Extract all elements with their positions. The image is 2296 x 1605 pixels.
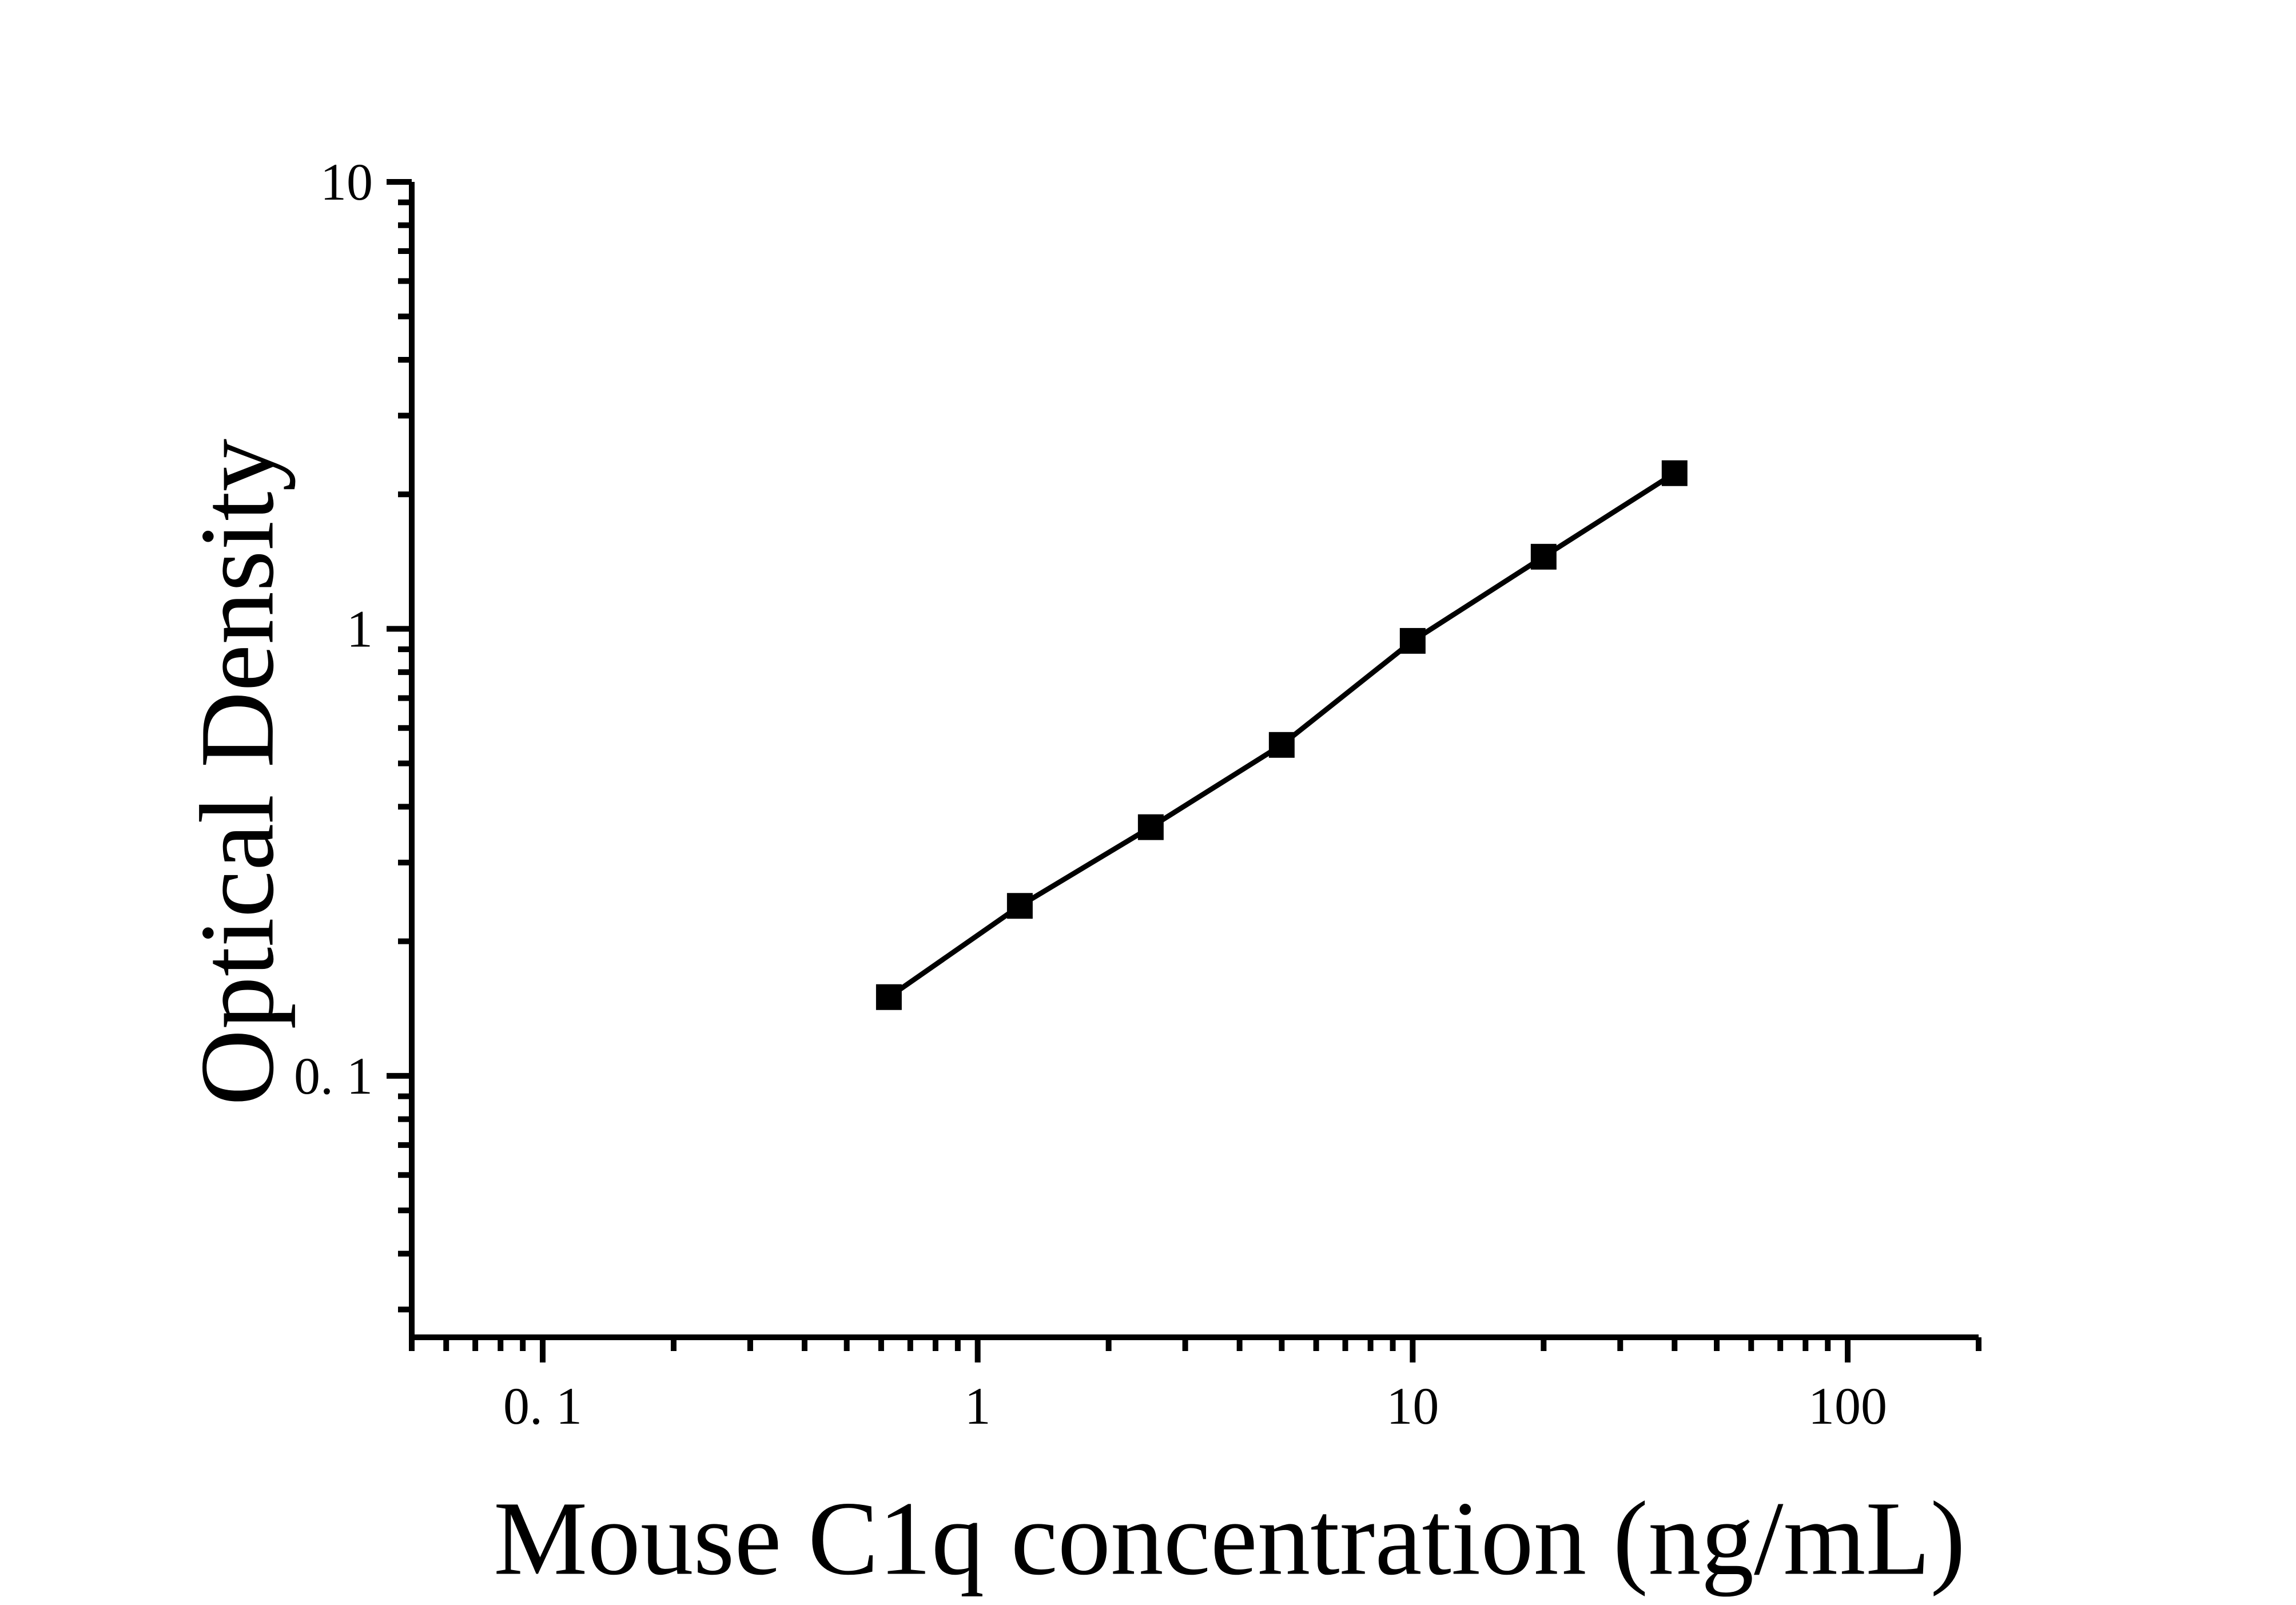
data-point-marker [1268, 732, 1295, 758]
data-point-marker [1137, 814, 1164, 840]
x-axis: 0. 1 1 10 100 [409, 1337, 1981, 1435]
axes-spines [409, 182, 1979, 1340]
y-axis-title: Optical Density [178, 438, 296, 1106]
data-point-marker [1661, 460, 1688, 486]
x-axis-title: Mouse C1q concentration (ng/mL) [493, 1480, 1966, 1598]
data-point-marker [876, 984, 902, 1010]
data-point-marker [1399, 627, 1426, 654]
data-point-marker [1530, 543, 1557, 570]
x-tick-label: 1 [965, 1377, 991, 1435]
y-tick-label: 1 [347, 599, 373, 658]
y-tick-label: 0. 1 [294, 1047, 373, 1105]
data-point-marker [1006, 893, 1033, 919]
x-tick-label: 0. 1 [503, 1377, 582, 1435]
standard-curve-series [876, 460, 1688, 1010]
x-tick-label: 10 [1386, 1377, 1439, 1435]
y-axis: 0. 1 1 10 [294, 153, 412, 1313]
y-tick-label: 10 [320, 153, 373, 211]
x-tick-label: 100 [1808, 1377, 1887, 1435]
